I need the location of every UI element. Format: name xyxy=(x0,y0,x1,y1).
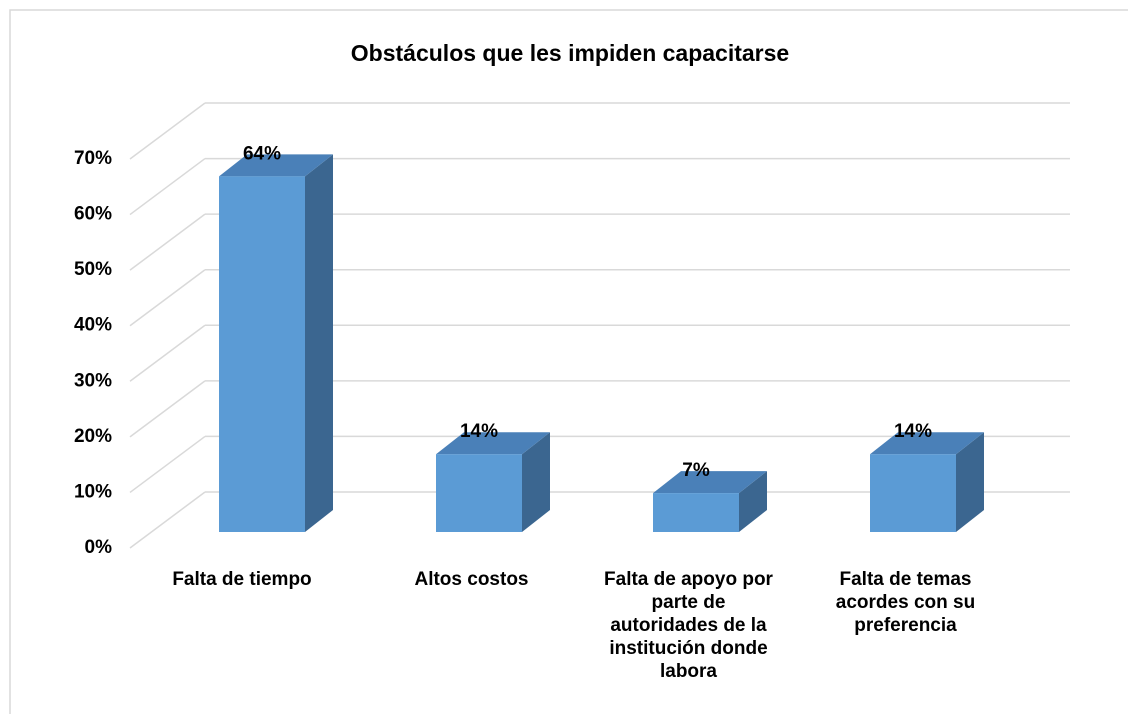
bar-side xyxy=(739,471,767,532)
grid-line-side xyxy=(129,269,206,327)
bar xyxy=(653,493,739,532)
bar xyxy=(870,454,956,532)
data-label: 64% xyxy=(243,143,281,164)
chart-title: Obstáculos que les impiden capacitarse xyxy=(351,40,789,66)
bar-top xyxy=(653,471,767,494)
y-tick-label: 10% xyxy=(74,481,112,502)
x-tick-label: Falta de apoyo por parte de autoridades … xyxy=(604,569,773,682)
grid-line-side xyxy=(129,324,206,382)
grid-line-side xyxy=(129,435,206,494)
x-tick-label: Falta de tiempo xyxy=(172,569,312,590)
bar xyxy=(219,176,305,533)
y-tick-label: 60% xyxy=(74,204,112,225)
grid-line-side xyxy=(129,491,206,549)
bar-top xyxy=(436,432,550,455)
bar-side xyxy=(956,432,984,532)
bar-top xyxy=(870,432,984,455)
grid-line-side xyxy=(129,157,206,216)
bar xyxy=(436,454,522,532)
data-label: 7% xyxy=(682,460,710,481)
data-label: 14% xyxy=(894,421,932,442)
grid-line-side xyxy=(129,102,206,160)
y-tick-label: 40% xyxy=(74,315,112,336)
x-tick-label: Altos costos xyxy=(414,569,529,590)
data-label: 14% xyxy=(460,421,498,442)
y-tick-label: 20% xyxy=(74,426,112,447)
grid-line-side xyxy=(129,213,206,271)
y-tick-label: 70% xyxy=(74,148,112,169)
bar-side xyxy=(305,154,333,533)
bar-side xyxy=(522,432,550,532)
grid-line-side xyxy=(129,380,206,438)
y-tick-label: 50% xyxy=(74,259,112,280)
y-tick-label: 30% xyxy=(74,370,112,391)
y-tick-label: 0% xyxy=(85,537,113,558)
x-tick-label: Falta de temas acordes con su preferenci… xyxy=(835,569,976,636)
bar-top xyxy=(219,154,333,177)
chart-border xyxy=(9,9,1128,714)
